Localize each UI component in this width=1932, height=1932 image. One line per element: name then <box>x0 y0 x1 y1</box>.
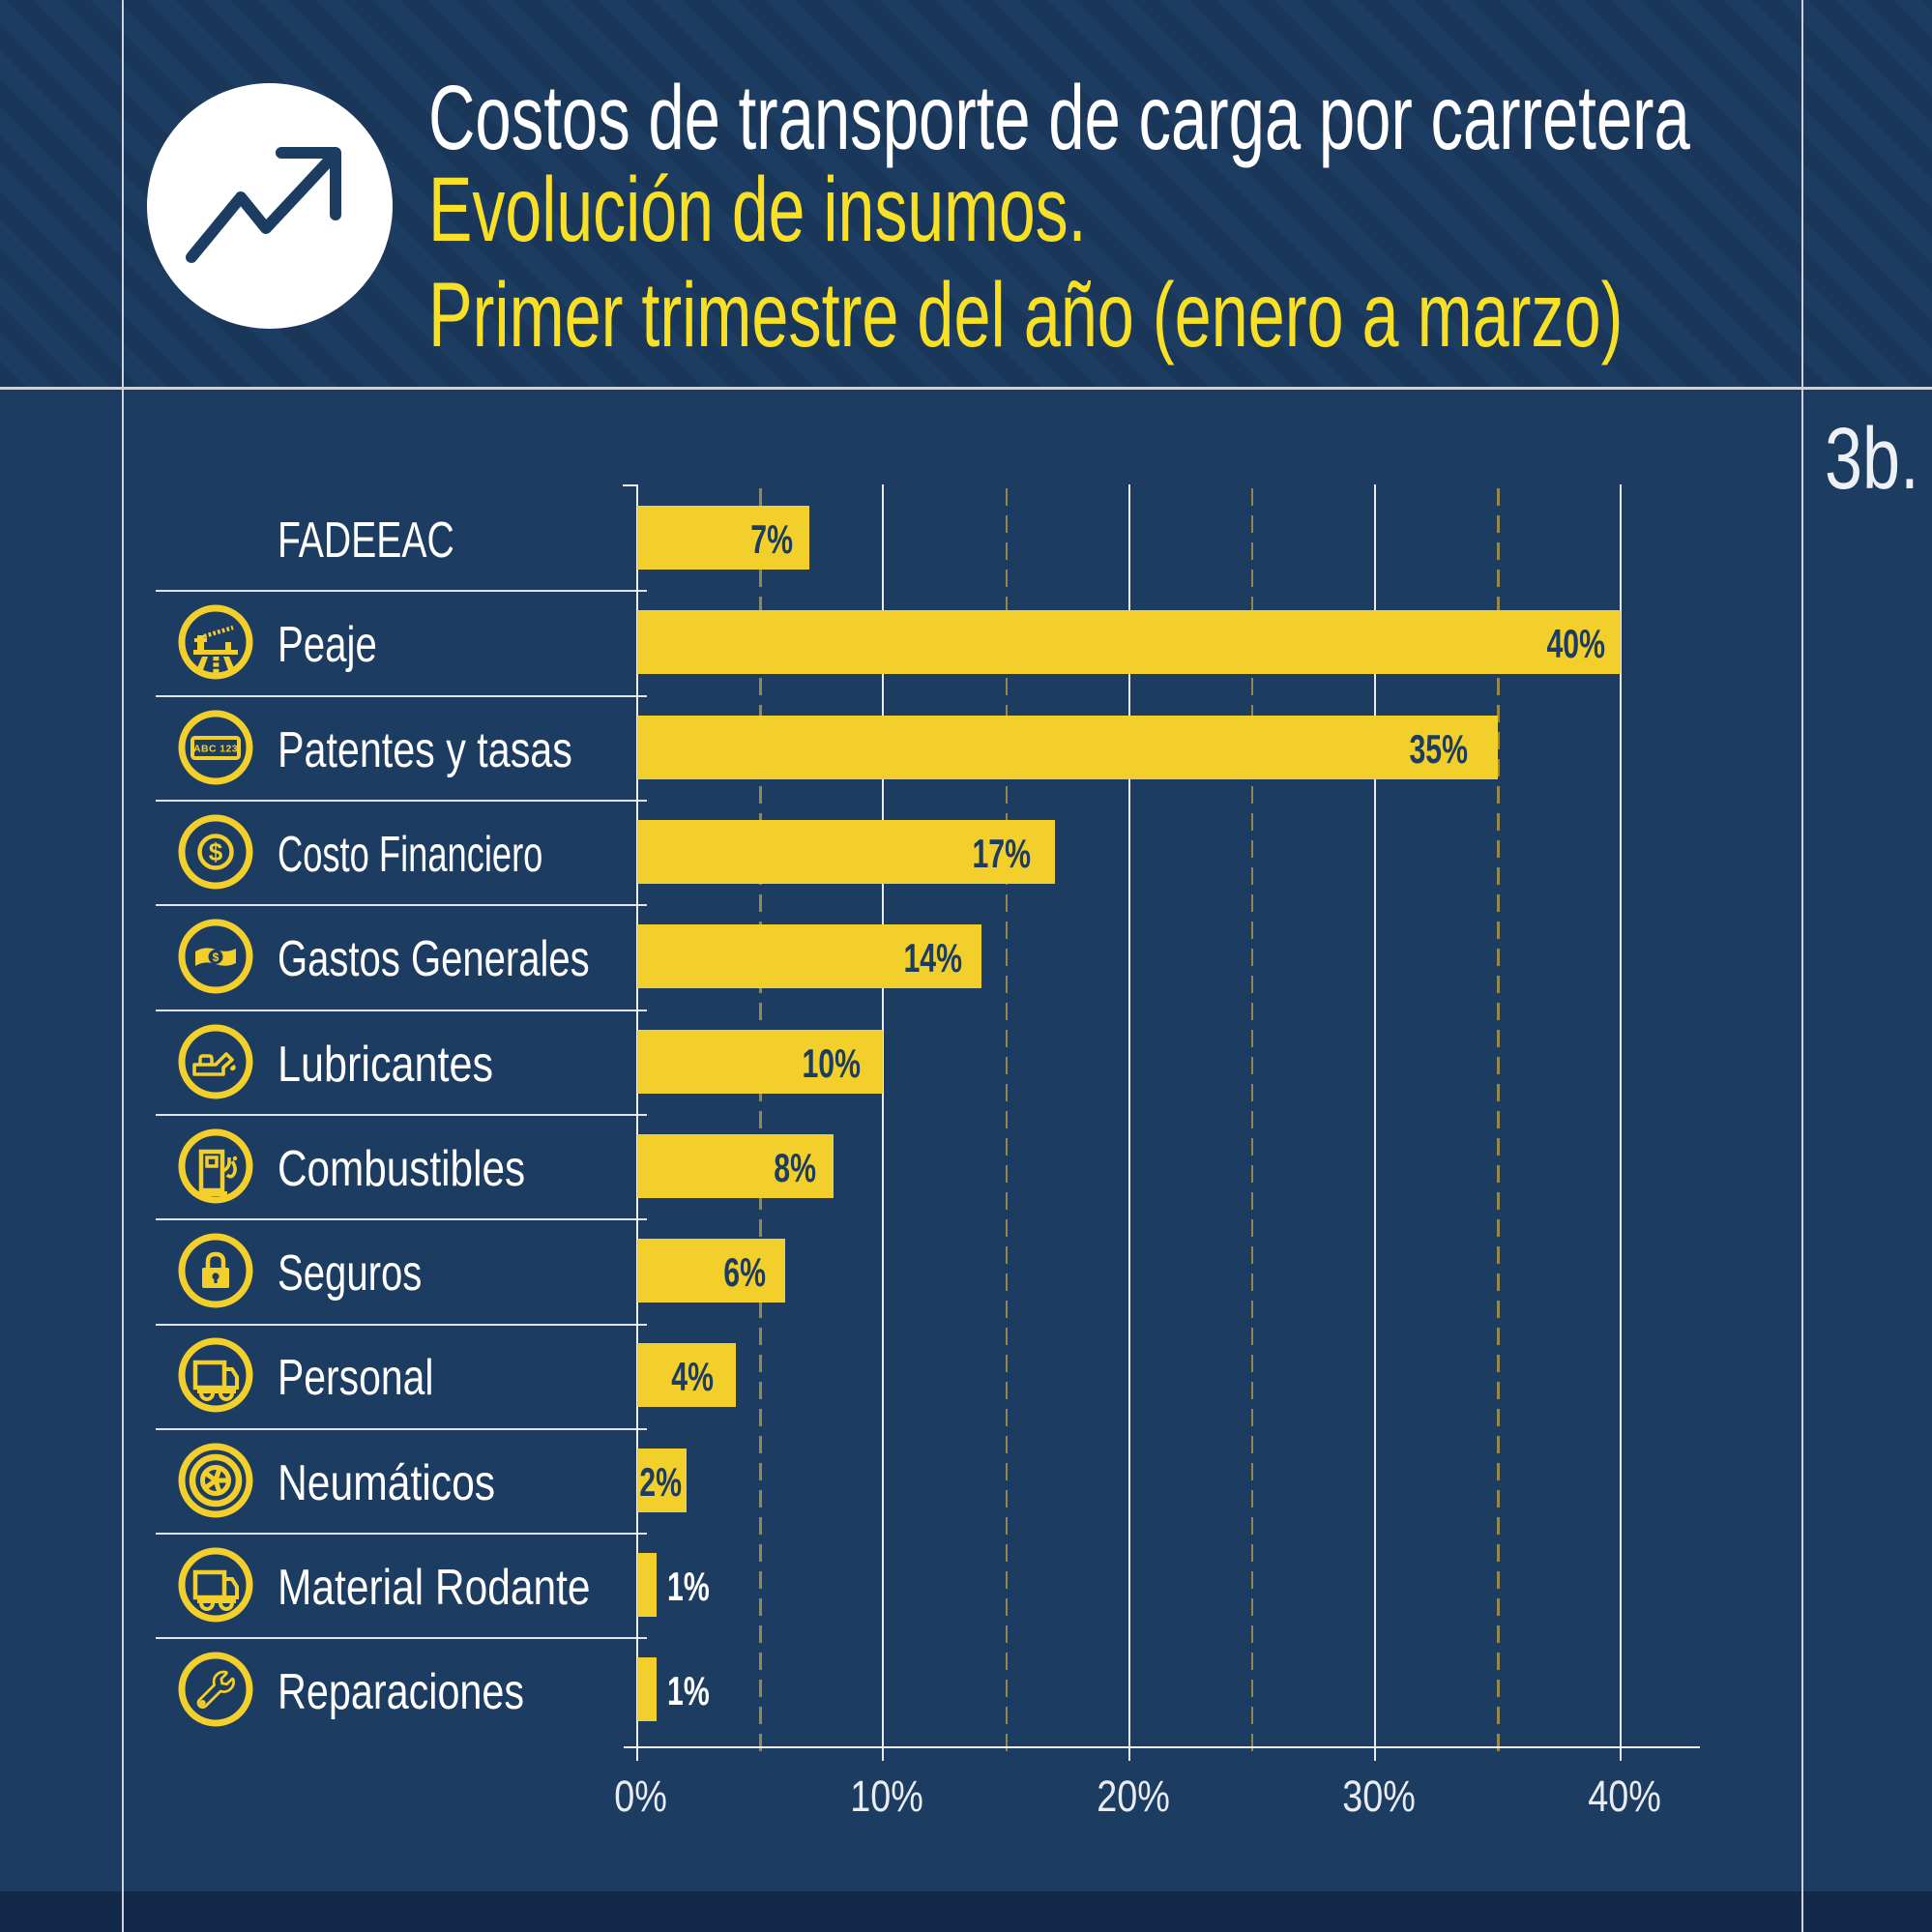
svg-text:$: $ <box>209 837 223 866</box>
svg-text:$: $ <box>213 951 220 964</box>
svg-text:ABC 123: ABC 123 <box>193 743 238 754</box>
